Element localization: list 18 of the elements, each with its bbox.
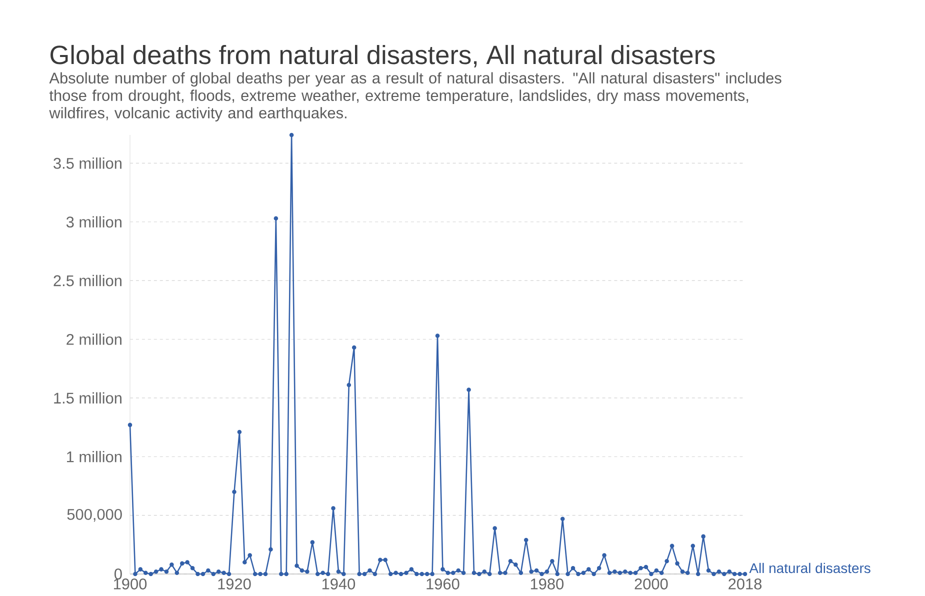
y-tick-label: 3 million [66, 216, 122, 228]
y-tick-label: 3.5 million [54, 158, 122, 169]
y-tick-label: 2.5 million [54, 274, 122, 286]
x-tick-label: 1960 [426, 578, 460, 590]
series-label: All natural disasters [749, 562, 870, 574]
y-tick-label: 1 million [67, 450, 122, 462]
y-tick-label: 2 million [66, 334, 122, 345]
x-tick-label: 1980 [530, 578, 564, 590]
y-tick-label: 500,000 [67, 508, 122, 522]
chart-subtitle: Absolute number of global deaths per year as a result of natural disasters. "All natural disasters" includes those from drought, floods, extreme weather, extreme temperature, landslides, dry mass movements, wildfires, volcanic activity and earthquakes. [49, 72, 782, 122]
x-tick-label: 2000 [634, 578, 668, 590]
x-tick-label: 2018 [728, 578, 762, 590]
x-tick-label: 1940 [322, 578, 356, 590]
y-tick-label: 0 [114, 568, 122, 580]
x-tick-label: 1900 [114, 578, 147, 590]
y-tick-label: 1.5 million [54, 392, 122, 404]
chart-title: Global deaths from natural disasters, All natural disasters [50, 44, 715, 68]
x-tick-label: 1920 [218, 578, 251, 590]
